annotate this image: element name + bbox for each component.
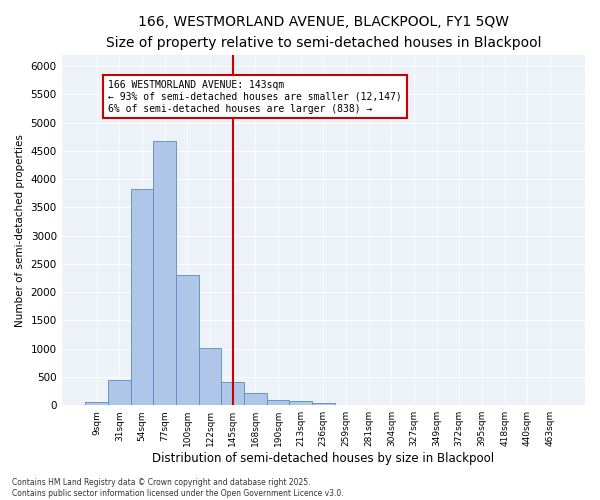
Bar (108, 380, 131, 405)
X-axis label: Distribution of semi-detached houses by size in Blackpool: Distribution of semi-detached houses by … (152, 452, 494, 465)
Y-axis label: Number of semi-detached properties: Number of semi-detached properties (15, 134, 25, 326)
Bar (312, 403, 335, 405)
Bar (221, 382, 244, 405)
Title: 166, WESTMORLAND AVENUE, BLACKPOOL, FY1 5QW
Size of property relative to semi-de: 166, WESTMORLAND AVENUE, BLACKPOOL, FY1 … (106, 15, 541, 50)
Bar (266, 400, 289, 405)
Bar (131, 190, 154, 405)
Bar (176, 276, 199, 405)
Bar (85, 402, 108, 405)
Bar (244, 394, 266, 405)
Text: 166 WESTMORLAND AVENUE: 143sqm
← 93% of semi-detached houses are smaller (12,147: 166 WESTMORLAND AVENUE: 143sqm ← 93% of … (108, 80, 402, 114)
Bar (199, 348, 221, 405)
Bar (154, 141, 176, 405)
Bar (289, 402, 312, 405)
Text: Contains HM Land Registry data © Crown copyright and database right 2025.
Contai: Contains HM Land Registry data © Crown c… (12, 478, 344, 498)
